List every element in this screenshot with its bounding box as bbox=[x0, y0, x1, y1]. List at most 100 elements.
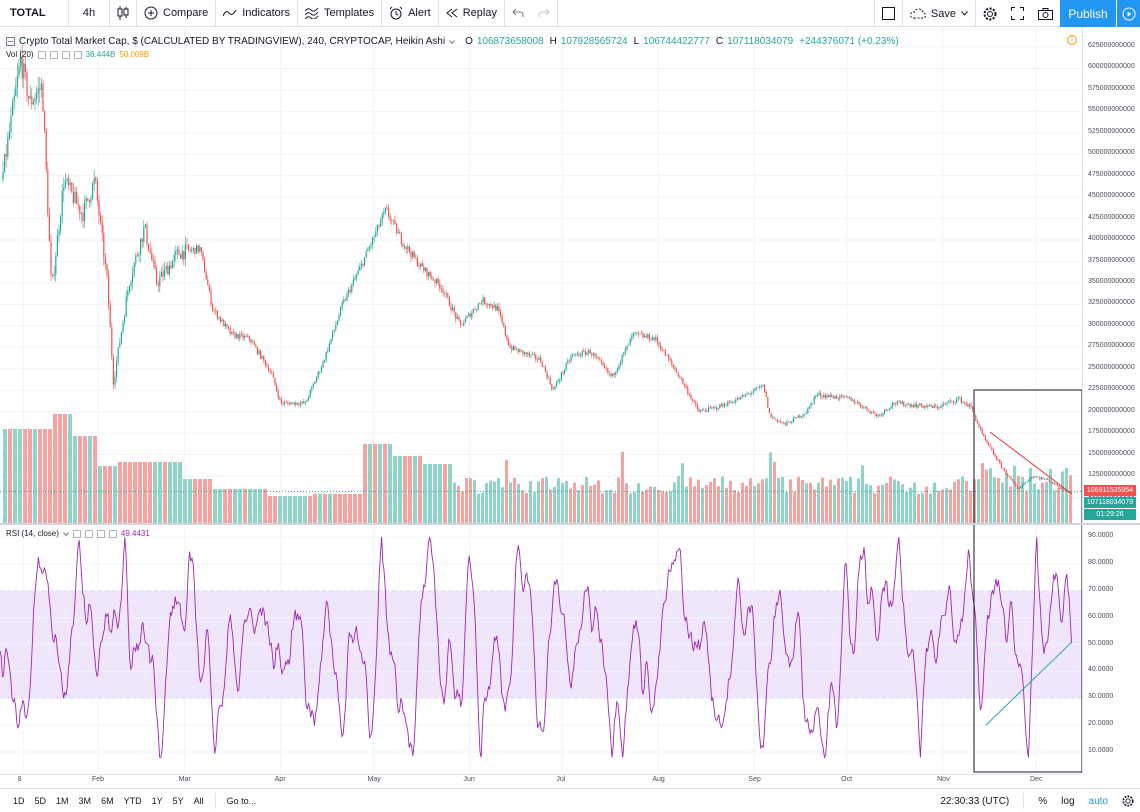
rsi-pane[interactable] bbox=[0, 525, 1082, 774]
undo-button[interactable] bbox=[505, 0, 531, 27]
candle-body bbox=[853, 399, 855, 403]
candle-body bbox=[629, 338, 631, 345]
candle-body bbox=[322, 361, 324, 368]
price-pane[interactable] bbox=[0, 28, 1082, 524]
toolbar-divider bbox=[873, 0, 875, 27]
candle-body bbox=[903, 401, 905, 407]
candle-body bbox=[762, 384, 764, 387]
candle-body bbox=[788, 421, 790, 423]
rsi-axis[interactable]: 90.0000 80.0000 70.0000 60.0000 50.0000 40.00… bbox=[1082, 525, 1140, 774]
interval-button[interactable]: 4h bbox=[82, 7, 96, 19]
candle-body bbox=[605, 367, 607, 369]
time-axis[interactable]: 8 Feb Mar Apr May Jun Jul Aug Sep Oct Nov Dec bbox=[0, 774, 1082, 788]
volume-bar bbox=[88, 436, 92, 524]
range-button-5y[interactable]: 5Y bbox=[172, 795, 184, 806]
chevron-down-icon[interactable] bbox=[63, 531, 69, 536]
range-button-5d[interactable]: 5D bbox=[34, 795, 47, 806]
candle-body bbox=[445, 293, 447, 295]
chart-style-button[interactable] bbox=[110, 0, 136, 27]
volume-bar bbox=[701, 487, 704, 524]
candle-body bbox=[551, 384, 553, 390]
fullscreen-button[interactable] bbox=[1004, 0, 1031, 27]
snapshot-button[interactable] bbox=[1031, 0, 1060, 27]
candle-body bbox=[732, 401, 734, 403]
warning-icon[interactable]: ! bbox=[1067, 35, 1077, 45]
candle-body bbox=[132, 274, 134, 282]
candle-body bbox=[757, 387, 759, 389]
range-button-ytd[interactable]: YTD bbox=[123, 795, 142, 806]
candle-body bbox=[826, 395, 828, 398]
range-button-6m[interactable]: 6M bbox=[101, 795, 114, 806]
publish-button[interactable]: Publish bbox=[1060, 0, 1116, 27]
candle-body bbox=[461, 324, 463, 326]
price-axis-label: 500000000000 bbox=[1088, 149, 1135, 157]
candle-body bbox=[983, 433, 985, 437]
trend-line[interactable] bbox=[989, 431, 1073, 495]
candle-body bbox=[516, 349, 518, 350]
redo-button[interactable] bbox=[531, 0, 557, 27]
candle-body bbox=[391, 220, 393, 222]
save-button[interactable]: Save bbox=[903, 0, 975, 27]
templates-button[interactable]: Templates bbox=[298, 0, 381, 27]
more-icon[interactable] bbox=[73, 50, 82, 59]
alert-button[interactable]: Alert bbox=[382, 0, 438, 27]
range-button-1d[interactable]: 1D bbox=[13, 795, 25, 806]
range-button-all[interactable]: All bbox=[193, 795, 204, 806]
publish-menu-button[interactable] bbox=[1116, 0, 1140, 27]
close-icon[interactable] bbox=[96, 529, 105, 538]
candle-body bbox=[1048, 479, 1050, 482]
range-button-1y[interactable]: 1Y bbox=[151, 795, 163, 806]
volume-bar bbox=[509, 482, 512, 524]
range-button-1m[interactable]: 1M bbox=[56, 795, 69, 806]
candle-body bbox=[248, 335, 250, 340]
candle-body bbox=[674, 367, 676, 371]
percent-toggle[interactable]: % bbox=[1038, 795, 1048, 807]
pane-divider[interactable] bbox=[0, 523, 1140, 525]
candle-body bbox=[24, 63, 26, 73]
candle-body bbox=[410, 252, 412, 258]
log-toggle[interactable]: log bbox=[1061, 795, 1075, 807]
candle-body bbox=[140, 238, 142, 255]
candle-body bbox=[775, 418, 777, 420]
chevron-down-icon[interactable] bbox=[449, 39, 455, 44]
candle-body bbox=[184, 244, 186, 260]
volume-bar bbox=[293, 496, 297, 524]
highlight-box[interactable] bbox=[973, 389, 1082, 524]
rsi-axis-label: 20.0000 bbox=[1088, 720, 1114, 728]
candle-body bbox=[34, 98, 36, 102]
indicators-button[interactable]: Indicators bbox=[216, 0, 297, 27]
candle-body bbox=[607, 368, 609, 373]
candle-body bbox=[916, 403, 918, 408]
clock[interactable]: 22:30:33 (UTC) bbox=[940, 795, 1010, 807]
compare-button[interactable]: Compare bbox=[137, 0, 215, 27]
gear-icon[interactable] bbox=[49, 50, 58, 59]
collapse-icon[interactable] bbox=[6, 37, 15, 46]
gear-icon[interactable] bbox=[84, 529, 93, 538]
more-icon[interactable] bbox=[108, 529, 117, 538]
go-to-button[interactable]: Go to... bbox=[226, 795, 257, 806]
range-button-3m[interactable]: 3M bbox=[78, 795, 92, 806]
replay-button[interactable]: Replay bbox=[439, 0, 504, 27]
highlight-box[interactable] bbox=[973, 525, 1082, 773]
eye-icon[interactable] bbox=[72, 529, 81, 538]
candle-body bbox=[560, 372, 562, 380]
auto-toggle[interactable]: auto bbox=[1088, 795, 1108, 807]
gear-icon bbox=[983, 7, 997, 20]
candle-body bbox=[892, 402, 894, 407]
candle-body bbox=[452, 307, 454, 311]
settings-button[interactable] bbox=[976, 0, 1004, 27]
gear-icon[interactable] bbox=[1122, 795, 1134, 807]
candle-body bbox=[432, 279, 434, 281]
price-axis[interactable]: 625000000000 600000000000 575000000000 5500… bbox=[1082, 28, 1140, 524]
eye-icon[interactable] bbox=[37, 50, 46, 59]
rsi-trend-line[interactable] bbox=[985, 641, 1073, 726]
candle-body bbox=[538, 357, 540, 360]
fullscreen-layout-button[interactable] bbox=[875, 0, 902, 27]
volume-bar bbox=[418, 456, 422, 524]
candle-body bbox=[839, 395, 841, 399]
candle-body bbox=[1000, 462, 1002, 468]
candle-body bbox=[1026, 481, 1028, 483]
symbol-search-button[interactable]: TOTAL bbox=[10, 7, 46, 19]
close-icon[interactable] bbox=[61, 50, 70, 59]
candle-body bbox=[858, 402, 860, 405]
